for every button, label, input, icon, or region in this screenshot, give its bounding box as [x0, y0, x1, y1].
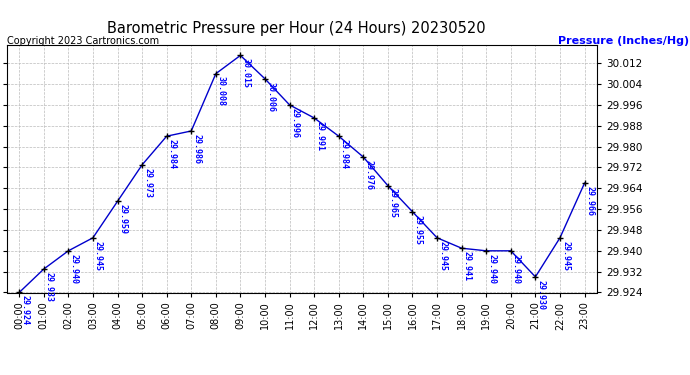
Text: 29.955: 29.955	[413, 214, 422, 244]
Text: 29.940: 29.940	[70, 254, 79, 284]
Text: 29.933: 29.933	[45, 272, 54, 302]
Text: 29.924: 29.924	[20, 295, 29, 325]
Text: 29.930: 29.930	[536, 280, 546, 310]
Text: 29.986: 29.986	[193, 134, 201, 164]
Text: 29.945: 29.945	[94, 241, 103, 271]
Text: Copyright 2023 Cartronics.com: Copyright 2023 Cartronics.com	[7, 36, 159, 46]
Text: 29.984: 29.984	[168, 139, 177, 169]
Text: 29.976: 29.976	[364, 160, 373, 190]
Text: 30.008: 30.008	[217, 76, 226, 106]
Text: 29.940: 29.940	[487, 254, 496, 284]
Text: 29.973: 29.973	[143, 168, 152, 198]
Text: Barometric Pressure per Hour (24 Hours) 20230520: Barometric Pressure per Hour (24 Hours) …	[108, 21, 486, 36]
Text: 29.966: 29.966	[586, 186, 595, 216]
Text: 29.945: 29.945	[438, 241, 447, 271]
Text: 29.965: 29.965	[389, 189, 398, 219]
Text: 29.984: 29.984	[339, 139, 349, 169]
Text: 29.945: 29.945	[561, 241, 570, 271]
Text: 29.941: 29.941	[463, 251, 472, 281]
Text: 29.940: 29.940	[512, 254, 521, 284]
Text: 30.015: 30.015	[241, 58, 250, 88]
Text: Pressure (Inches/Hg): Pressure (Inches/Hg)	[558, 36, 689, 46]
Text: 30.006: 30.006	[266, 82, 275, 112]
Text: 29.959: 29.959	[119, 204, 128, 234]
Text: 29.991: 29.991	[315, 121, 324, 151]
Text: 29.996: 29.996	[290, 108, 299, 138]
